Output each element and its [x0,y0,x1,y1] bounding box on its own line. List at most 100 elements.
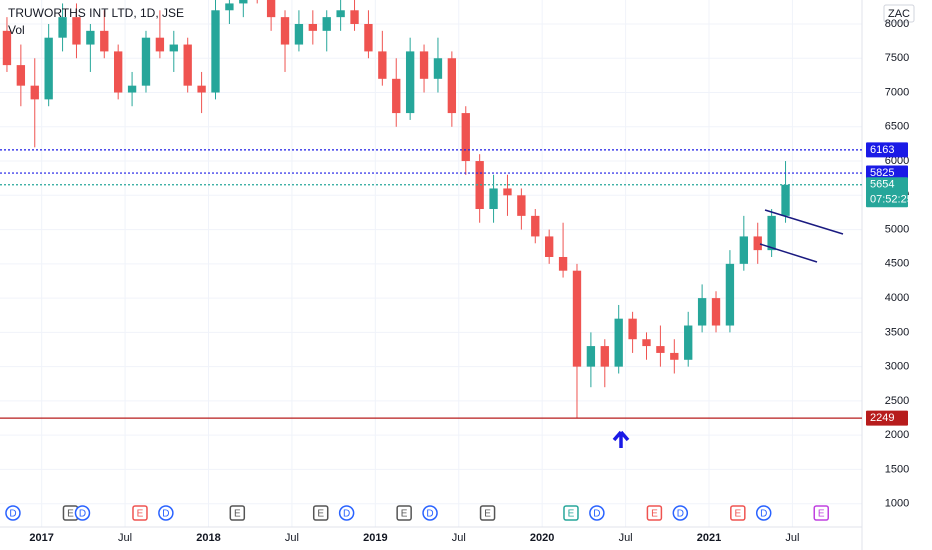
candle-body [614,318,623,367]
event-marker: D [74,505,91,521]
candle-body [572,270,582,367]
event-marker: D [422,505,438,521]
event-marker: D [755,505,772,521]
y-tick-label: 2000 [885,429,909,441]
y-tick-label: 2500 [885,395,909,407]
event-badge [74,505,91,521]
event-marker: D [5,505,21,521]
candle-body [197,85,206,93]
event-marker: D [158,505,174,521]
event-badge [755,505,772,521]
candle-body [183,44,192,86]
event-badge [132,505,148,521]
candle-body [141,37,151,86]
event-marker: E [396,505,412,521]
event-badge [229,505,246,521]
event-label: E [234,509,241,520]
candle-body [350,10,359,24]
price-label-bg [866,177,908,208]
price-label: 6163 [870,144,894,156]
y-tick-label: 3500 [885,326,909,338]
currency-badge [883,4,915,23]
candle-body [336,10,345,18]
candle-body [656,346,665,353]
event-label: E [734,509,741,520]
event-badge [672,505,689,521]
chart-title: TRUWORTHS INT LTD, 1D, JSE [8,6,184,20]
event-badge [396,505,412,521]
event-marker: E [813,505,829,521]
x-tick-label: Jul [785,532,799,544]
event-label: D [162,509,169,520]
candle-body [419,51,429,79]
candle-body [239,0,248,4]
x-tick-label: 2020 [530,532,554,544]
x-tick-label: 2018 [196,532,220,544]
candle-body [211,10,220,93]
event-label: D [9,509,16,520]
x-tick-label: 2021 [697,532,721,544]
event-marker: E [229,505,246,521]
candle-body [781,184,790,216]
event-marker: D [338,505,355,521]
x-tick-label: Jul [452,532,466,544]
event-marker: E [62,505,79,521]
candle-body [517,195,526,216]
candle-body [558,256,568,271]
price-label: 2249 [870,412,894,424]
event-label: D [760,509,767,520]
event-badge [563,505,579,521]
candle-body [114,51,123,93]
candle-body [100,30,109,52]
event-label: E [401,509,408,520]
event-badge [312,505,329,521]
event-label: D [426,509,433,520]
x-tick-label: 2017 [29,532,53,544]
event-label: E [67,509,74,520]
event-label: E [651,509,658,520]
y-tick-label: 3000 [885,361,909,373]
x-tick-label: Jul [619,532,633,544]
candle-body [225,3,234,11]
grid [0,0,862,527]
y-tick-label: 5000 [885,223,909,235]
x-tick-label: Jul [285,532,299,544]
candle-body [531,215,540,237]
candle-body [169,44,178,52]
candle-body [72,17,81,45]
event-label: E [568,509,575,520]
candle-body [753,236,762,251]
candle-body [392,78,401,114]
candle-body [322,17,331,31]
candle-body [461,113,470,162]
candle-body [378,51,387,79]
plot-area [2,0,790,419]
candle-body [697,298,707,326]
candle-body [2,30,12,66]
event-marker: E [479,505,496,521]
currency-label: ZAC [888,8,910,20]
countdown-label: 07:52:25 [870,194,913,206]
x-tick-label: 2019 [363,532,387,544]
candle-body [711,298,721,326]
y-tick-label: 7000 [885,86,909,98]
candle-body [266,0,276,18]
event-badge [479,505,496,521]
event-marker: D [589,505,605,521]
candle-body [127,85,137,93]
price-label-bg [866,410,908,426]
candle-body [628,318,637,340]
y-tick-label: 4000 [885,292,909,304]
event-badge [5,505,21,521]
candle-body [30,85,39,100]
candle-body [44,37,53,100]
event-badge [338,505,355,521]
event-marker: E [312,505,329,521]
x-tick-label: Jul [118,532,132,544]
price-label-bg [866,142,908,158]
candle-body [405,51,415,114]
y-tick-label: 6500 [885,121,909,133]
event-label: D [79,509,86,520]
candle-body [739,236,748,264]
